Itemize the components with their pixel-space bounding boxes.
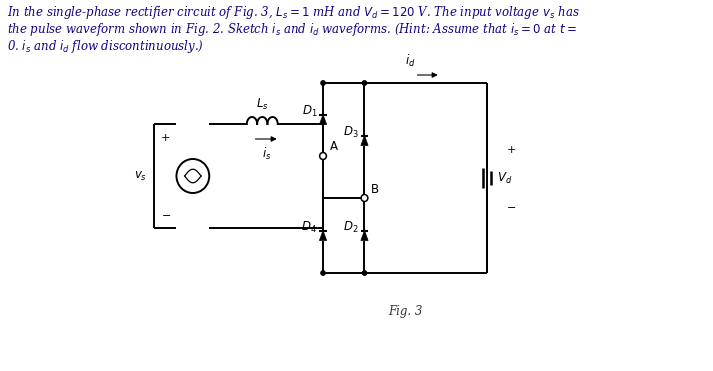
Polygon shape	[361, 135, 368, 145]
Text: +: +	[161, 133, 170, 143]
Circle shape	[321, 81, 325, 85]
Text: $i_d$: $i_d$	[404, 53, 415, 69]
Circle shape	[362, 271, 366, 275]
Circle shape	[321, 271, 325, 275]
Text: +: +	[506, 145, 515, 155]
Polygon shape	[319, 115, 327, 125]
Circle shape	[319, 152, 327, 160]
Text: B: B	[371, 183, 379, 196]
Polygon shape	[361, 230, 368, 240]
Text: the pulse waveform shown in Fig. 2. Sketch $i_s$ and $i_d$ waveforms. (Hint: Ass: the pulse waveform shown in Fig. 2. Sket…	[6, 21, 577, 38]
Circle shape	[362, 81, 366, 85]
Text: Fig. 3: Fig. 3	[388, 305, 422, 318]
Text: $D_4$: $D_4$	[302, 220, 317, 235]
Text: $-$: $-$	[506, 201, 516, 211]
Text: $V_d$: $V_d$	[496, 170, 512, 186]
Circle shape	[361, 194, 368, 201]
Text: A: A	[330, 140, 338, 153]
Text: $D_3$: $D_3$	[343, 125, 359, 140]
Text: $i_s$: $i_s$	[262, 146, 272, 162]
Text: $v_s$: $v_s$	[135, 170, 148, 183]
Text: $L_s$: $L_s$	[256, 97, 269, 112]
Polygon shape	[319, 230, 327, 240]
Text: In the single-phase rectifier circuit of Fig. 3, $L_s = 1$ mH and $V_d = 120$ V.: In the single-phase rectifier circuit of…	[6, 4, 580, 21]
Text: $-$: $-$	[161, 209, 171, 219]
Text: 0. $i_s$ and $i_d$ flow discontinuously.): 0. $i_s$ and $i_d$ flow discontinuously.…	[6, 38, 204, 55]
Text: $D_1$: $D_1$	[302, 104, 317, 119]
Text: $D_2$: $D_2$	[343, 220, 359, 235]
